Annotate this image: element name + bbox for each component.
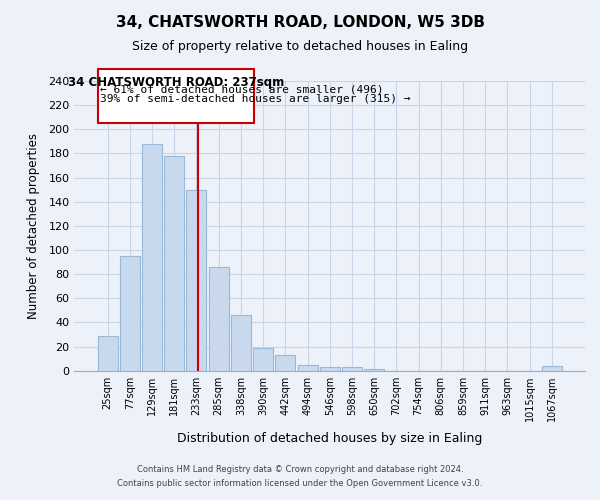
Bar (187, 190, 206, 370)
Text: 34, CHATSWORTH ROAD, LONDON, W5 3DB: 34, CHATSWORTH ROAD, LONDON, W5 3DB (115, 15, 485, 30)
Text: 34 CHATSWORTH ROAD: 237sqm: 34 CHATSWORTH ROAD: 237sqm (68, 76, 284, 89)
Text: Size of property relative to detached houses in Ealing: Size of property relative to detached ho… (132, 40, 468, 53)
Text: 39% of semi-detached houses are larger (315) →: 39% of semi-detached houses are larger (… (100, 94, 410, 104)
X-axis label: Distribution of detached houses by size in Ealing: Distribution of detached houses by size … (177, 432, 482, 445)
FancyBboxPatch shape (98, 69, 254, 124)
Bar (142, 144, 162, 370)
Bar (98, 336, 118, 370)
Bar (342, 367, 362, 370)
Bar (231, 315, 251, 370)
Y-axis label: Number of detached properties: Number of detached properties (27, 133, 40, 319)
Bar (275, 355, 295, 370)
Bar (542, 366, 562, 370)
Bar (164, 156, 184, 370)
Bar (253, 348, 273, 370)
Bar (120, 256, 140, 370)
Bar (209, 267, 229, 370)
Text: ← 61% of detached houses are smaller (496): ← 61% of detached houses are smaller (49… (100, 84, 383, 94)
Text: Contains HM Land Registry data © Crown copyright and database right 2024.
Contai: Contains HM Land Registry data © Crown c… (118, 466, 482, 487)
Bar (320, 367, 340, 370)
Bar (298, 364, 317, 370)
